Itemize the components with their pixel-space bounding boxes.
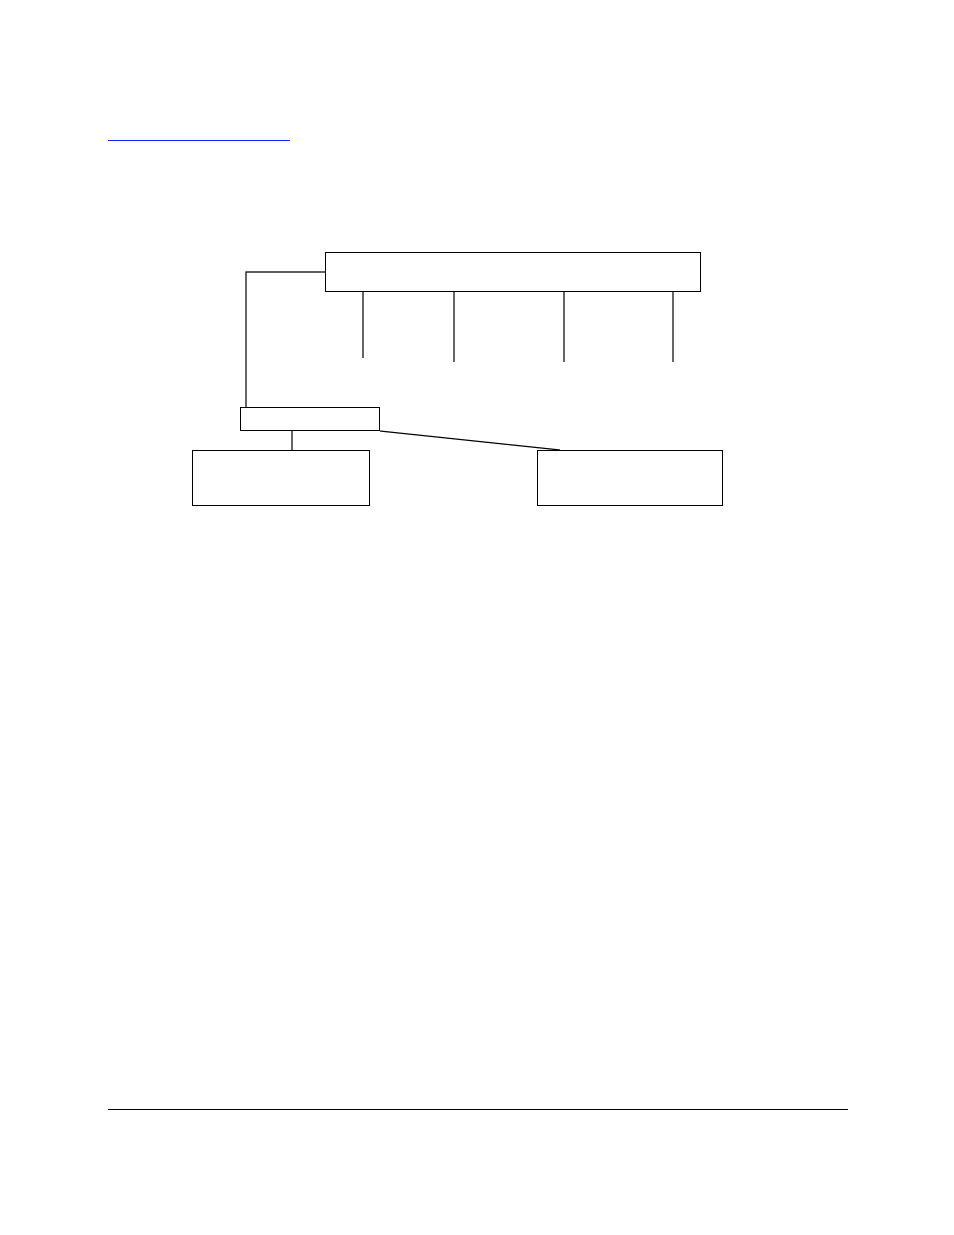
node-mid-small (240, 407, 380, 431)
node-bottom-right (537, 450, 723, 506)
node-bottom-left (192, 450, 370, 506)
node-top (325, 252, 701, 292)
page: { "link": { "text": "", "color": "#1a1af… (0, 0, 954, 1235)
bottom-rule (108, 1109, 848, 1110)
top-link[interactable] (108, 140, 290, 141)
diagram-connectors (0, 0, 954, 600)
